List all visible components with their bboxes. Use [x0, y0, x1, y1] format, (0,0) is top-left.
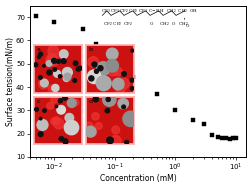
X-axis label: Concentration (mM): Concentration (mM) — [100, 174, 176, 184]
Text: CF$_2$ CF$_2$  CF$_2$              O     CH$_2$  O   CH$_2$: CF$_2$ CF$_2$ CF$_2$ O CH$_2$ O CH$_2$ — [101, 21, 189, 28]
Text: O: O — [185, 24, 189, 29]
Text: CF$_3$ CF$_3$ CF$_2$ CF$_2$ CF$_3$  C$-$NH   CH$_2$  CH$_2$  OH: CF$_3$ CF$_3$ CF$_2$ CF$_2$ CF$_3$ C$-$N… — [101, 7, 198, 15]
Y-axis label: Surface tension(mN/m): Surface tension(mN/m) — [6, 37, 15, 126]
